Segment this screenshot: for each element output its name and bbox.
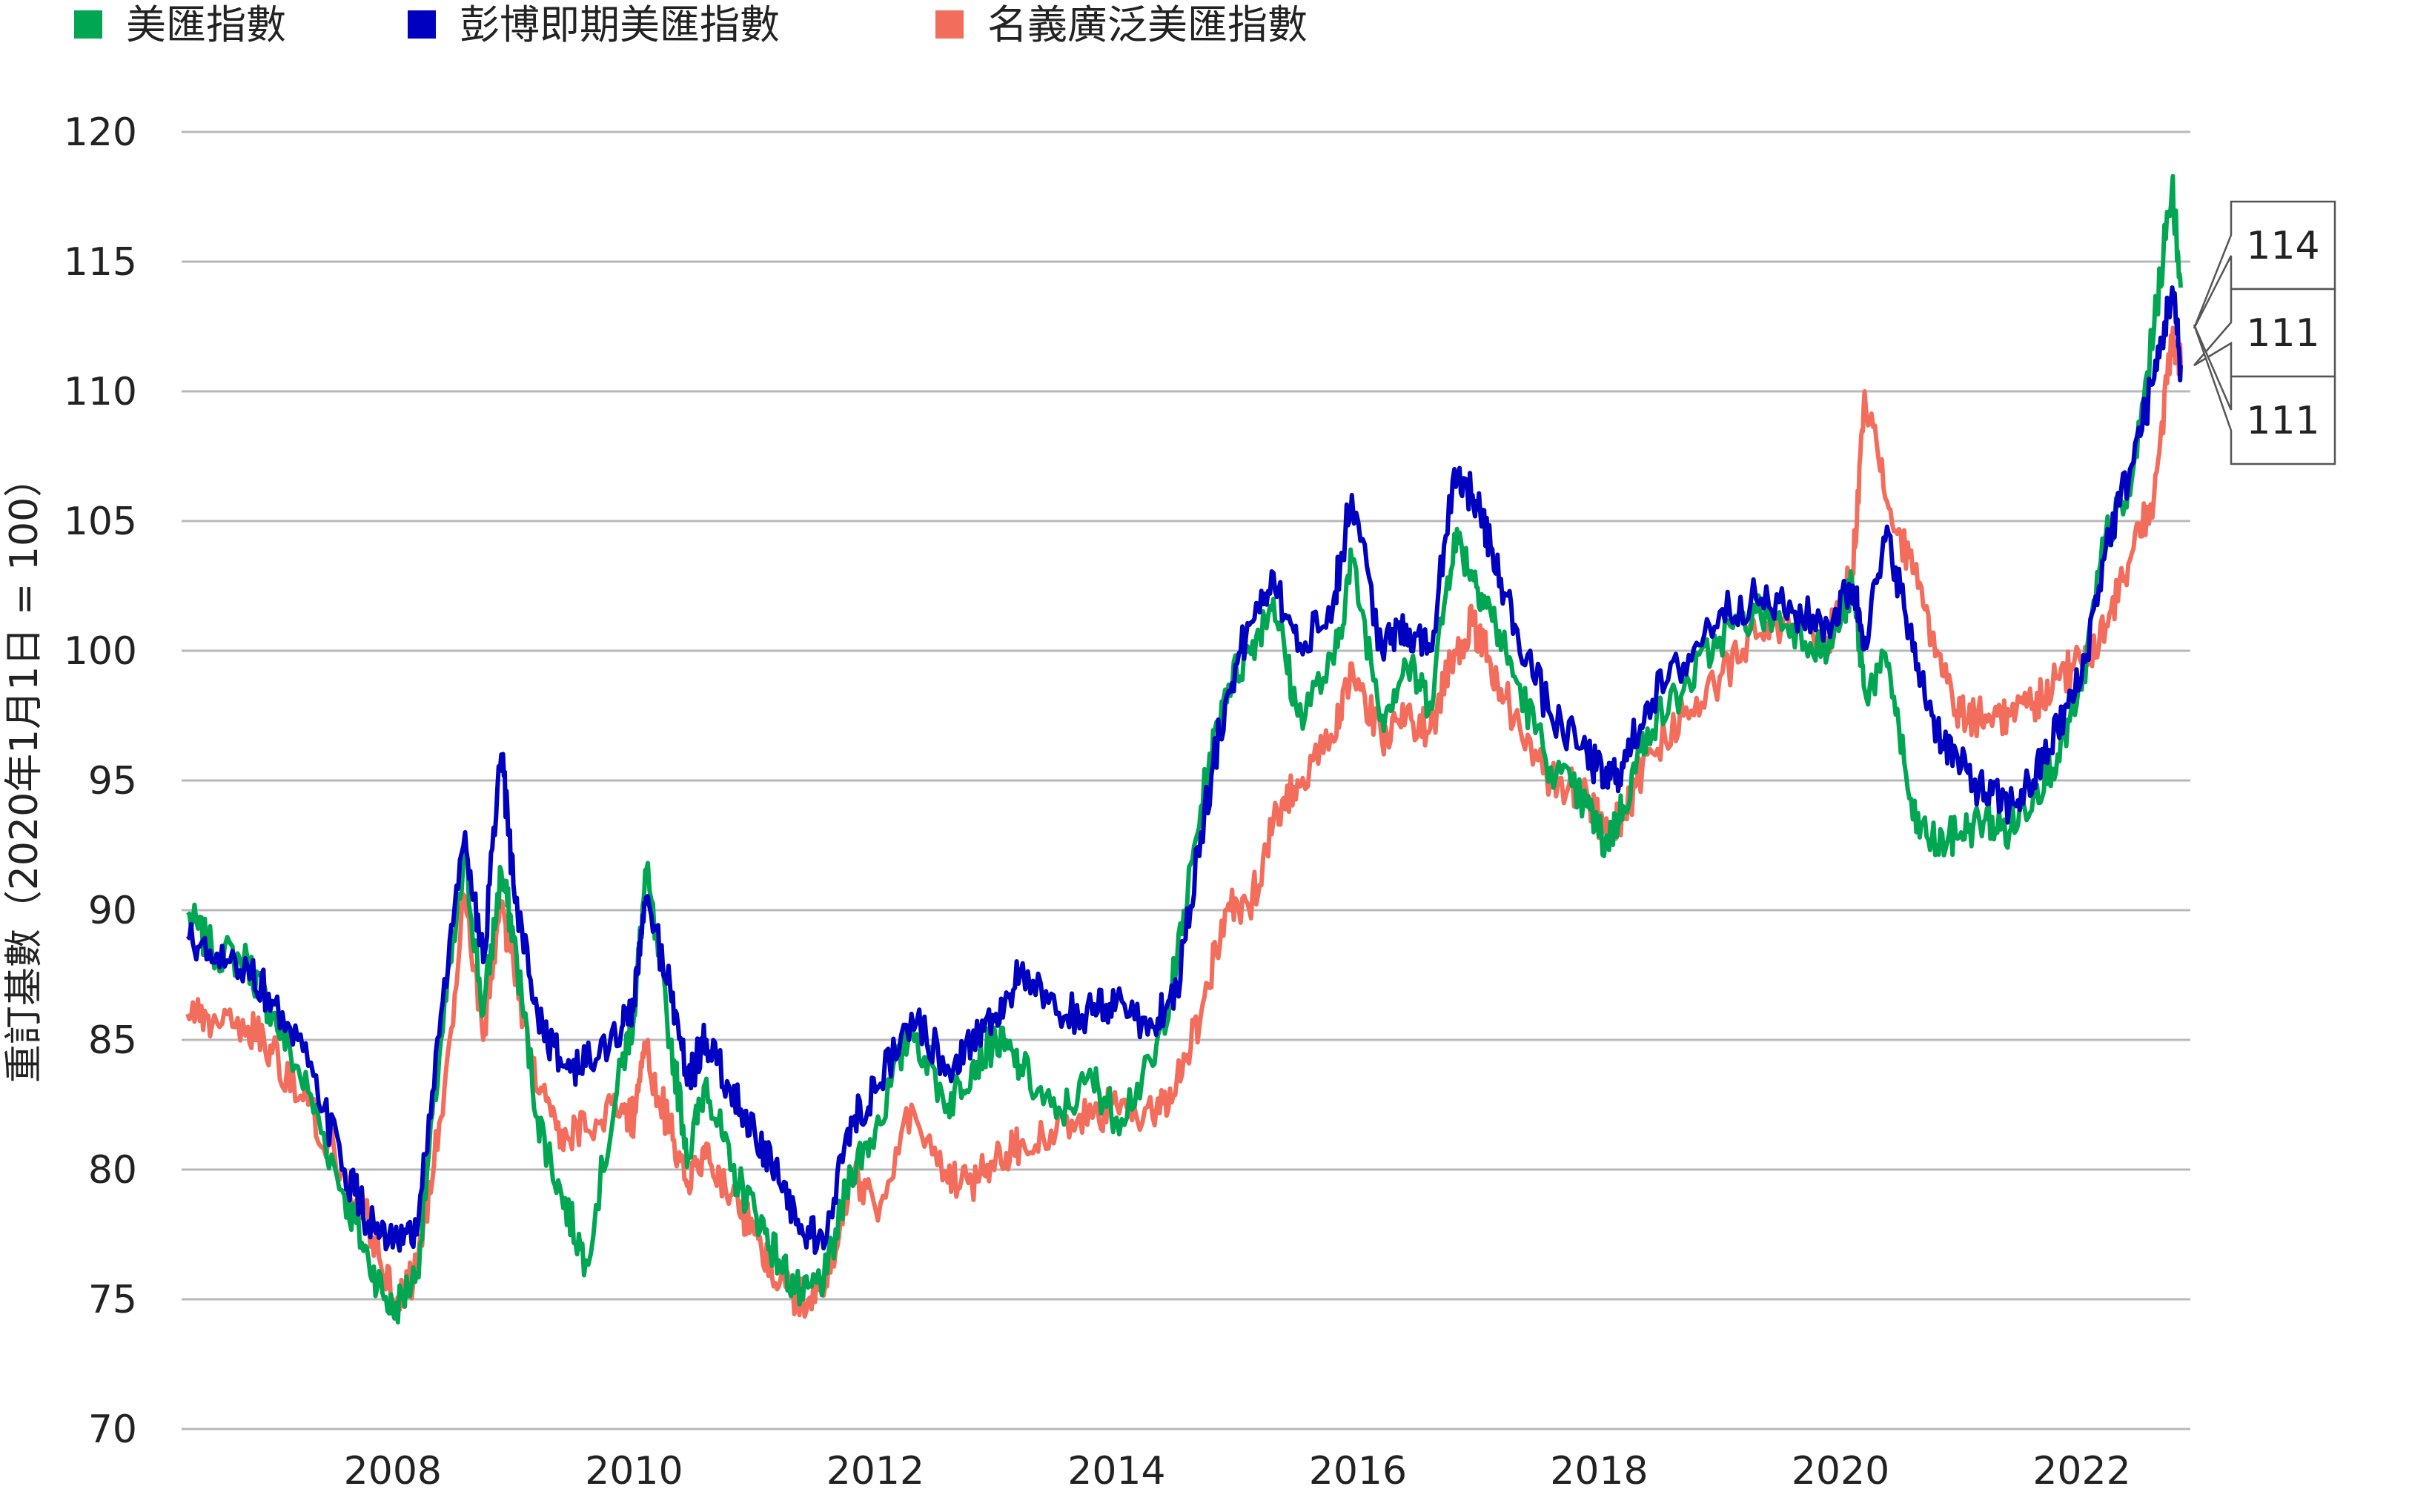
y-tick-label: 85 [88, 1018, 137, 1063]
callout-box [2193, 324, 2336, 465]
x-tick-label: 2022 [2032, 1449, 2130, 1493]
callout-label: 114 [2246, 224, 2319, 268]
series-line-0 [186, 173, 2183, 1324]
series-lines [185, 173, 2183, 1324]
y-tick-label: 110 [64, 370, 137, 414]
y-tick-label: 100 [64, 629, 137, 674]
x-tick-label: 2020 [1792, 1449, 1889, 1493]
y-tick-label: 115 [64, 240, 137, 285]
x-tick-labels: 2008 2010 2012 2014 2016 2018 2020 2022 [344, 1449, 2131, 1493]
x-tick-label: 2012 [826, 1449, 924, 1493]
series-line-1 [185, 285, 2183, 1256]
legend-label: 名義廣泛美匯指數 [987, 1, 1308, 48]
x-tick-label: 2010 [585, 1449, 683, 1493]
callout-box [2193, 200, 2336, 329]
callout-box [2193, 288, 2336, 378]
legend-label: 彭博即期美匯指數 [460, 1, 780, 48]
legend: 美匯指數 彭博即期美匯指數 名義廣泛美匯指數 [74, 1, 1308, 48]
y-tick-label: 120 [64, 110, 137, 155]
legend-label: 美匯指數 [126, 1, 286, 48]
callout-label: 111 [2246, 311, 2319, 356]
y-tick-label: 105 [64, 500, 137, 544]
x-tick-label: 2008 [344, 1449, 442, 1493]
y-tick-labels: 70 75 80 85 90 95 100 105 110 115 120 [64, 110, 137, 1452]
y-tick-label: 95 [88, 759, 137, 803]
callout-label: 111 [2246, 399, 2319, 443]
legend-swatch [74, 10, 102, 39]
legend-swatch [408, 10, 436, 39]
series-line-2 [185, 325, 2183, 1319]
legend-swatch [935, 10, 964, 39]
x-tick-label: 2014 [1067, 1449, 1165, 1493]
y-tick-label: 80 [88, 1148, 137, 1193]
x-tick-label: 2016 [1309, 1449, 1407, 1493]
end-value-callouts: 114 111 111 [2193, 200, 2336, 465]
gridlines [182, 130, 2190, 1430]
y-tick-label: 75 [88, 1278, 137, 1322]
y-tick-label: 90 [88, 889, 137, 933]
y-tick-label: 70 [88, 1407, 137, 1452]
x-tick-label: 2018 [1550, 1449, 1648, 1493]
y-axis-title: 重訂基數（2020年1月1日 = 100） [2, 459, 47, 1083]
